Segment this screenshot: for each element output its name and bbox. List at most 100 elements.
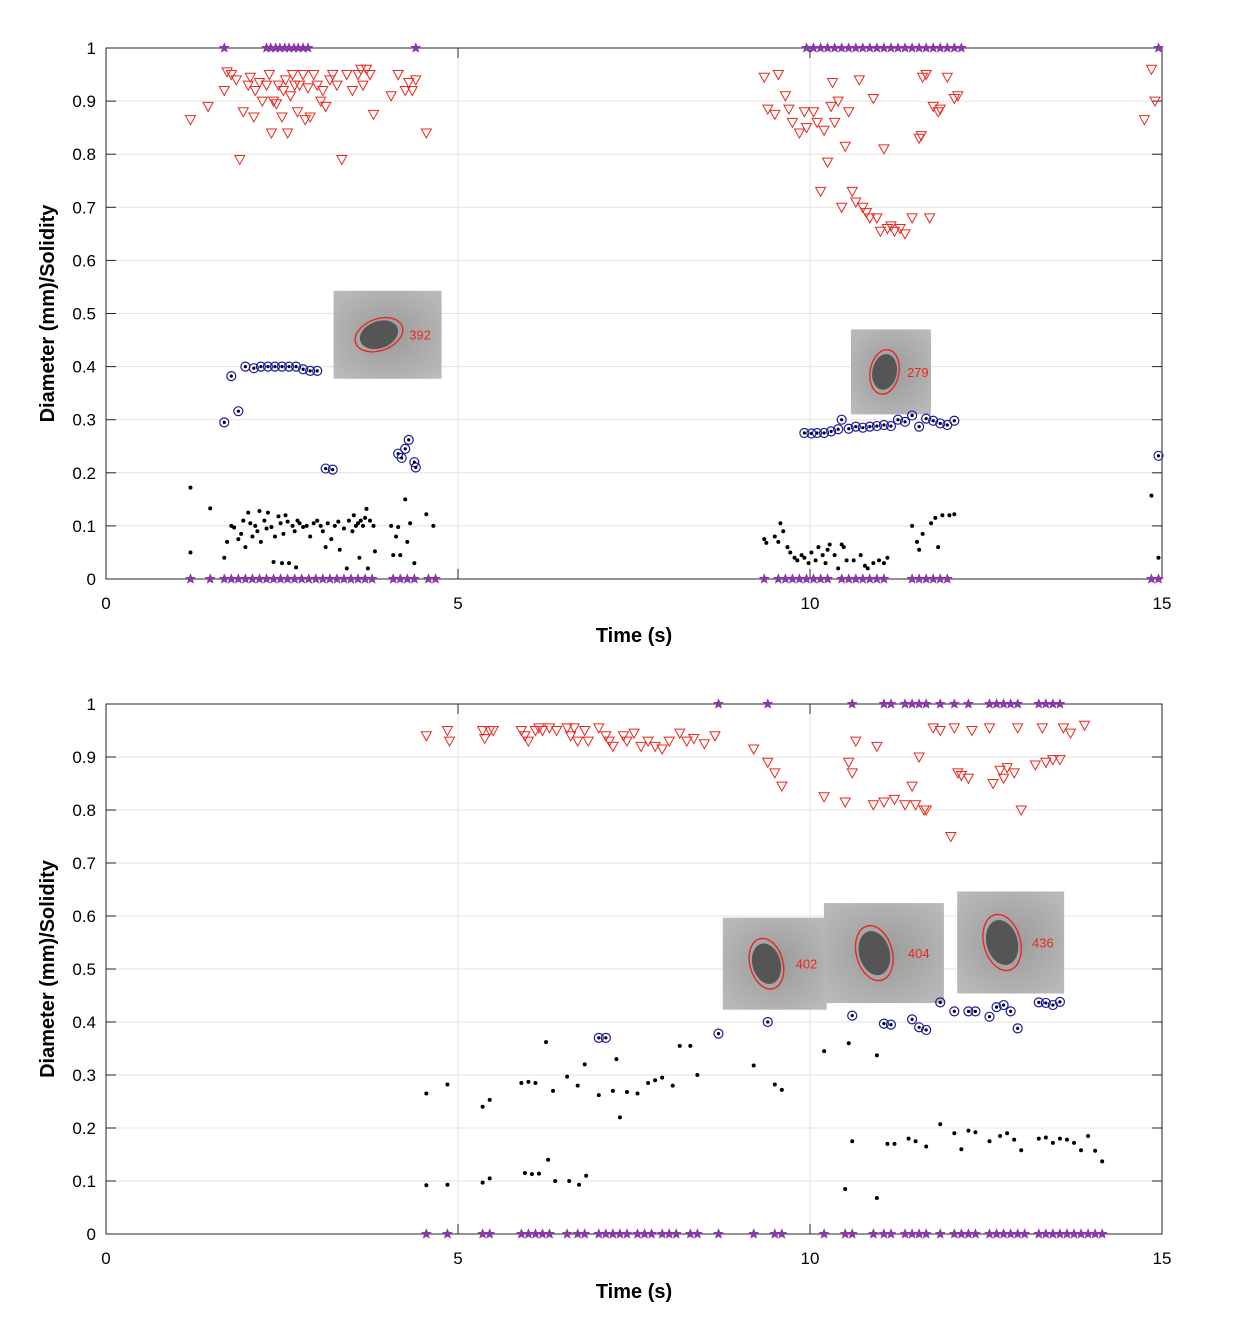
star-marker — [484, 1228, 496, 1239]
inset-frame-label: 279 — [907, 365, 929, 380]
dot-marker — [272, 534, 277, 539]
circle-marker-center — [400, 456, 404, 460]
triangle-marker — [1036, 723, 1049, 734]
triangle-marker — [786, 117, 799, 129]
star-marker — [646, 1228, 658, 1239]
triangle-marker — [603, 736, 616, 748]
triangle-marker — [277, 85, 290, 97]
triangle-marker — [800, 123, 813, 134]
circle-marker-center — [1016, 1026, 1020, 1030]
dot-marker — [998, 1133, 1003, 1138]
circle-marker-center — [294, 365, 298, 369]
dot-marker — [405, 539, 410, 544]
dot-marker — [823, 561, 828, 566]
scatter-chart-top: 0 5 10 15 0 0.1 0.2 0.3 0.4 0.5 0.6 0.7 0.8 0.9 1 Time … — [37, 39, 1171, 647]
circle-marker — [403, 434, 414, 445]
circle-marker-center — [847, 427, 851, 431]
dot-marker — [910, 523, 915, 528]
dot-marker — [1012, 1137, 1017, 1142]
star-marker — [366, 573, 378, 584]
dot-marker — [225, 539, 230, 544]
fitted-ellipse — [982, 913, 1022, 972]
y-tick-label: 0 — [87, 570, 96, 589]
triangle-marker — [909, 800, 922, 811]
particle-shadow — [872, 354, 898, 390]
dot-marker — [346, 518, 351, 523]
triangle-marker — [307, 70, 320, 81]
circle-marker-center — [938, 1000, 942, 1004]
triangle-marker — [564, 731, 577, 742]
dot-marker — [987, 1139, 992, 1144]
triangle-marker — [1078, 720, 1091, 732]
y-tick-label: 0.7 — [72, 198, 96, 217]
dot-marker — [487, 1176, 492, 1181]
x-tick-label: 5 — [453, 594, 462, 613]
circle-marker-center — [966, 1009, 971, 1014]
triangle-marker — [326, 70, 339, 81]
circle-marker — [984, 1011, 995, 1022]
triangle-marker — [899, 800, 911, 811]
triangle-marker — [256, 96, 269, 108]
triangle-marker — [533, 723, 545, 734]
particle-shadow — [858, 931, 891, 976]
circle-marker — [949, 1006, 960, 1017]
circle-marker-center — [910, 1017, 914, 1021]
triangle-marker — [1054, 755, 1066, 766]
dot-marker — [933, 515, 938, 520]
dot-marker — [892, 1141, 897, 1146]
dot-marker — [287, 561, 292, 566]
circle-marker-center — [836, 427, 840, 431]
circle-marker-center — [917, 425, 921, 429]
dot-marker — [311, 521, 316, 526]
circle-marker — [1040, 997, 1051, 1009]
series-dot — [188, 485, 1161, 571]
star-marker — [962, 698, 974, 709]
dot-marker — [614, 1057, 619, 1062]
triangle-marker — [941, 72, 954, 84]
star-marker — [408, 573, 420, 584]
triangle-marker — [184, 115, 197, 126]
dot-marker — [253, 523, 258, 528]
triangle-marker — [607, 741, 619, 753]
star-marker — [846, 698, 858, 709]
circle-marker — [921, 413, 932, 424]
triangle-marker — [202, 101, 214, 113]
dot-marker — [802, 555, 807, 560]
dot-marker — [846, 1041, 851, 1046]
circle-marker — [762, 1016, 773, 1028]
triangle-marker — [599, 731, 612, 742]
dot-marker — [844, 558, 849, 563]
triangle-marker — [221, 67, 233, 78]
dot-marker — [940, 513, 945, 518]
dot-marker — [358, 518, 363, 523]
circle-marker — [1153, 450, 1164, 461]
dot-marker — [772, 1082, 777, 1087]
dot-marker — [278, 521, 283, 526]
circle-marker-center — [259, 365, 263, 369]
y-tick-label: 0.3 — [72, 1066, 96, 1085]
dot-marker — [394, 534, 399, 539]
circle-marker — [283, 361, 295, 372]
dot-marker — [255, 529, 260, 534]
star-marker — [969, 1228, 981, 1239]
triangle-marker — [1149, 96, 1161, 108]
triangle-marker — [867, 800, 880, 811]
star-marker — [184, 573, 196, 584]
dot-marker — [526, 1079, 531, 1084]
circle-marker-center — [252, 366, 256, 370]
y-tick-label: 0.9 — [72, 748, 96, 767]
triangle-marker — [420, 128, 433, 139]
circle-marker-center — [945, 423, 949, 427]
y-tick-label: 0.7 — [72, 854, 96, 873]
triangle-marker — [340, 70, 353, 81]
dot-marker — [241, 518, 246, 523]
star-marker — [691, 1228, 703, 1239]
triangle-marker — [1145, 64, 1158, 76]
triangle-marker — [265, 128, 278, 139]
triangle-marker — [399, 85, 412, 97]
dot-marker — [357, 555, 362, 560]
dot-marker — [533, 1080, 538, 1085]
triangle-marker — [249, 85, 262, 97]
circle-marker-center — [1009, 1009, 1013, 1014]
triangle-marker — [913, 752, 925, 764]
